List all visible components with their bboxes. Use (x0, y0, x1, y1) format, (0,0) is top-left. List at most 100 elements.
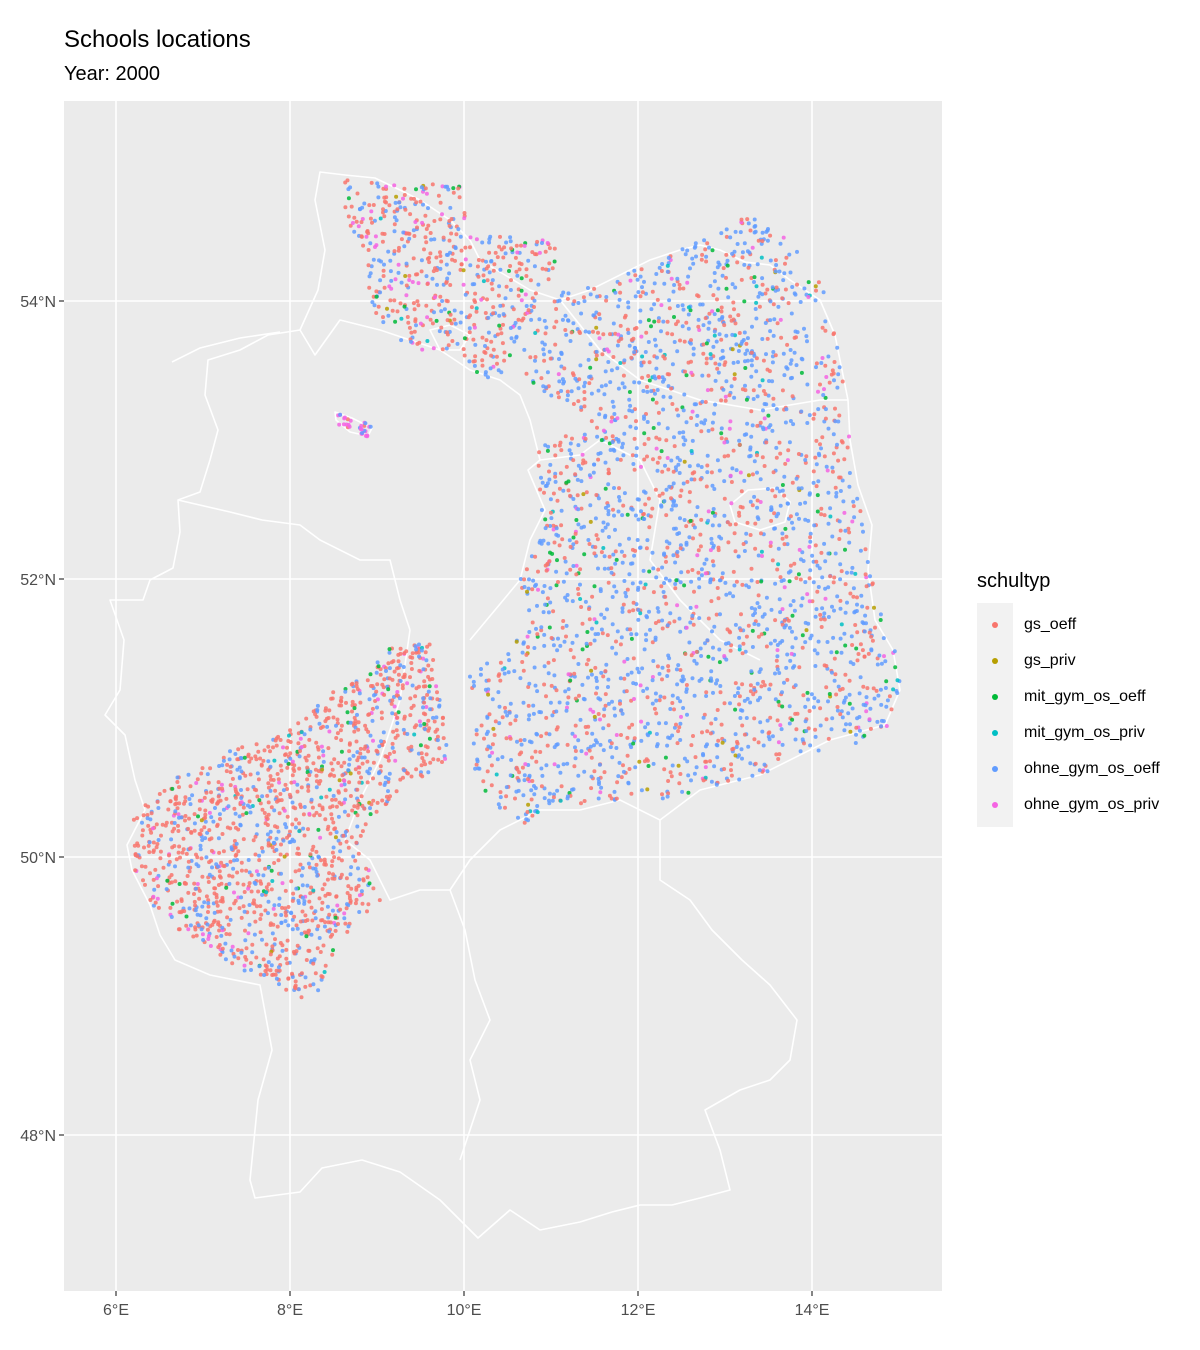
school-point-ohne_gym_os_oeff (288, 756, 293, 761)
school-point-mit_gym_os_priv (737, 647, 742, 652)
school-point-ohne_gym_os_oeff (483, 344, 487, 348)
school-point-ohne_gym_os_priv (219, 782, 224, 787)
school-point-gs_oeff (148, 871, 152, 876)
school-point-ohne_gym_os_oeff (392, 229, 397, 234)
school-point-ohne_gym_os_oeff (558, 643, 563, 648)
school-point-gs_oeff (721, 266, 726, 271)
school-point-ohne_gym_os_oeff (851, 499, 856, 504)
school-point-gs_oeff (392, 249, 397, 254)
school-point-ohne_gym_os_priv (356, 224, 361, 229)
school-point-ohne_gym_os_oeff (533, 358, 537, 363)
school-point-ohne_gym_os_oeff (813, 734, 818, 739)
school-point-gs_oeff (296, 741, 301, 746)
school-point-ohne_gym_os_priv (246, 931, 251, 936)
school-point-ohne_gym_os_oeff (521, 640, 526, 645)
school-point-ohne_gym_os_oeff (357, 910, 362, 914)
school-point-ohne_gym_os_oeff (255, 823, 260, 828)
school-point-ohne_gym_os_oeff (559, 508, 564, 513)
school-point-mit_gym_os_oeff (717, 660, 722, 665)
school-point-gs_oeff (714, 612, 719, 617)
school-point-gs_oeff (559, 448, 564, 453)
school-point-gs_oeff (175, 780, 180, 784)
school-point-ohne_gym_os_oeff (705, 453, 710, 458)
school-point-gs_oeff (691, 734, 695, 738)
school-point-ohne_gym_os_oeff (803, 704, 808, 709)
school-point-gs_oeff (326, 716, 331, 720)
school-point-ohne_gym_os_oeff (526, 818, 530, 823)
school-point-mit_gym_os_oeff (659, 449, 664, 454)
legend-item-mit_gym_os_oeff: mit_gym_os_oeff (977, 679, 1197, 715)
school-point-ohne_gym_os_oeff (357, 877, 362, 882)
school-point-ohne_gym_os_priv (339, 783, 344, 788)
school-point-mit_gym_os_oeff (376, 664, 381, 669)
school-point-ohne_gym_os_oeff (645, 389, 650, 394)
school-point-ohne_gym_os_oeff (835, 594, 840, 599)
school-point-gs_oeff (739, 612, 743, 617)
school-point-ohne_gym_os_oeff (233, 752, 238, 756)
school-point-ohne_gym_os_oeff (557, 357, 561, 361)
school-point-gs_oeff (343, 788, 348, 793)
school-point-gs_oeff (279, 842, 283, 847)
school-point-gs_oeff (597, 312, 602, 317)
school-point-ohne_gym_os_oeff (727, 591, 732, 596)
school-point-mit_gym_os_oeff (316, 827, 321, 832)
school-point-ohne_gym_os_oeff (583, 380, 587, 385)
school-point-gs_priv (592, 714, 597, 719)
school-point-gs_oeff (265, 816, 270, 821)
school-point-ohne_gym_os_oeff (875, 662, 880, 667)
school-point-gs_oeff (760, 239, 765, 243)
school-point-gs_oeff (329, 812, 334, 817)
school-point-gs_oeff (395, 309, 400, 314)
school-point-gs_oeff (642, 759, 647, 764)
school-point-gs_oeff (583, 436, 588, 441)
school-point-ohne_gym_os_oeff (771, 350, 776, 354)
school-point-ohne_gym_os_priv (463, 257, 468, 262)
school-point-ohne_gym_os_oeff (232, 954, 237, 959)
school-point-ohne_gym_os_priv (850, 519, 855, 524)
school-point-gs_oeff (820, 325, 825, 330)
school-point-gs_oeff (770, 558, 775, 563)
school-point-gs_oeff (327, 871, 332, 876)
school-point-ohne_gym_os_oeff (638, 308, 643, 313)
school-point-ohne_gym_os_oeff (879, 661, 884, 666)
school-point-gs_oeff (619, 775, 624, 780)
school-point-gs_oeff (557, 543, 562, 548)
school-point-gs_priv (730, 347, 735, 352)
school-point-ohne_gym_os_oeff (621, 453, 626, 458)
school-point-gs_oeff (539, 628, 544, 633)
school-point-gs_oeff (703, 247, 708, 252)
school-point-gs_oeff (573, 531, 578, 536)
school-point-gs_oeff (545, 561, 550, 566)
school-point-ohne_gym_os_oeff (302, 899, 307, 904)
school-point-mit_gym_os_oeff (743, 366, 748, 370)
school-point-gs_oeff (359, 234, 364, 239)
school-point-ohne_gym_os_oeff (253, 881, 258, 886)
school-point-ohne_gym_os_oeff (756, 294, 761, 299)
school-point-ohne_gym_os_oeff (562, 639, 567, 644)
school-point-gs_oeff (159, 833, 163, 838)
chart-title: Schools locations (64, 26, 251, 53)
school-point-ohne_gym_os_oeff (539, 766, 544, 771)
school-point-ohne_gym_os_oeff (610, 645, 615, 650)
school-point-ohne_gym_os_oeff (671, 503, 676, 508)
school-point-gs_oeff (631, 656, 636, 661)
x-tick-label: 6°E (103, 1302, 129, 1319)
school-point-gs_oeff (179, 899, 184, 903)
school-point-gs_oeff (335, 717, 340, 722)
school-point-ohne_gym_os_oeff (490, 278, 495, 283)
school-point-gs_oeff (750, 503, 755, 508)
school-point-ohne_gym_os_oeff (692, 402, 697, 407)
school-point-ohne_gym_os_oeff (719, 316, 724, 321)
school-point-gs_oeff (848, 591, 853, 596)
school-point-gs_oeff (515, 767, 520, 772)
school-point-gs_oeff (349, 204, 354, 209)
school-point-mit_gym_os_oeff (427, 684, 432, 689)
school-point-ohne_gym_os_oeff (766, 393, 771, 398)
school-point-ohne_gym_os_oeff (279, 871, 283, 876)
school-point-ohne_gym_os_oeff (417, 654, 421, 659)
school-point-gs_oeff (666, 791, 671, 796)
school-point-gs_oeff (297, 868, 302, 873)
school-point-gs_oeff (426, 674, 431, 679)
school-point-gs_oeff (719, 398, 724, 403)
school-point-ohne_gym_os_oeff (872, 696, 877, 701)
